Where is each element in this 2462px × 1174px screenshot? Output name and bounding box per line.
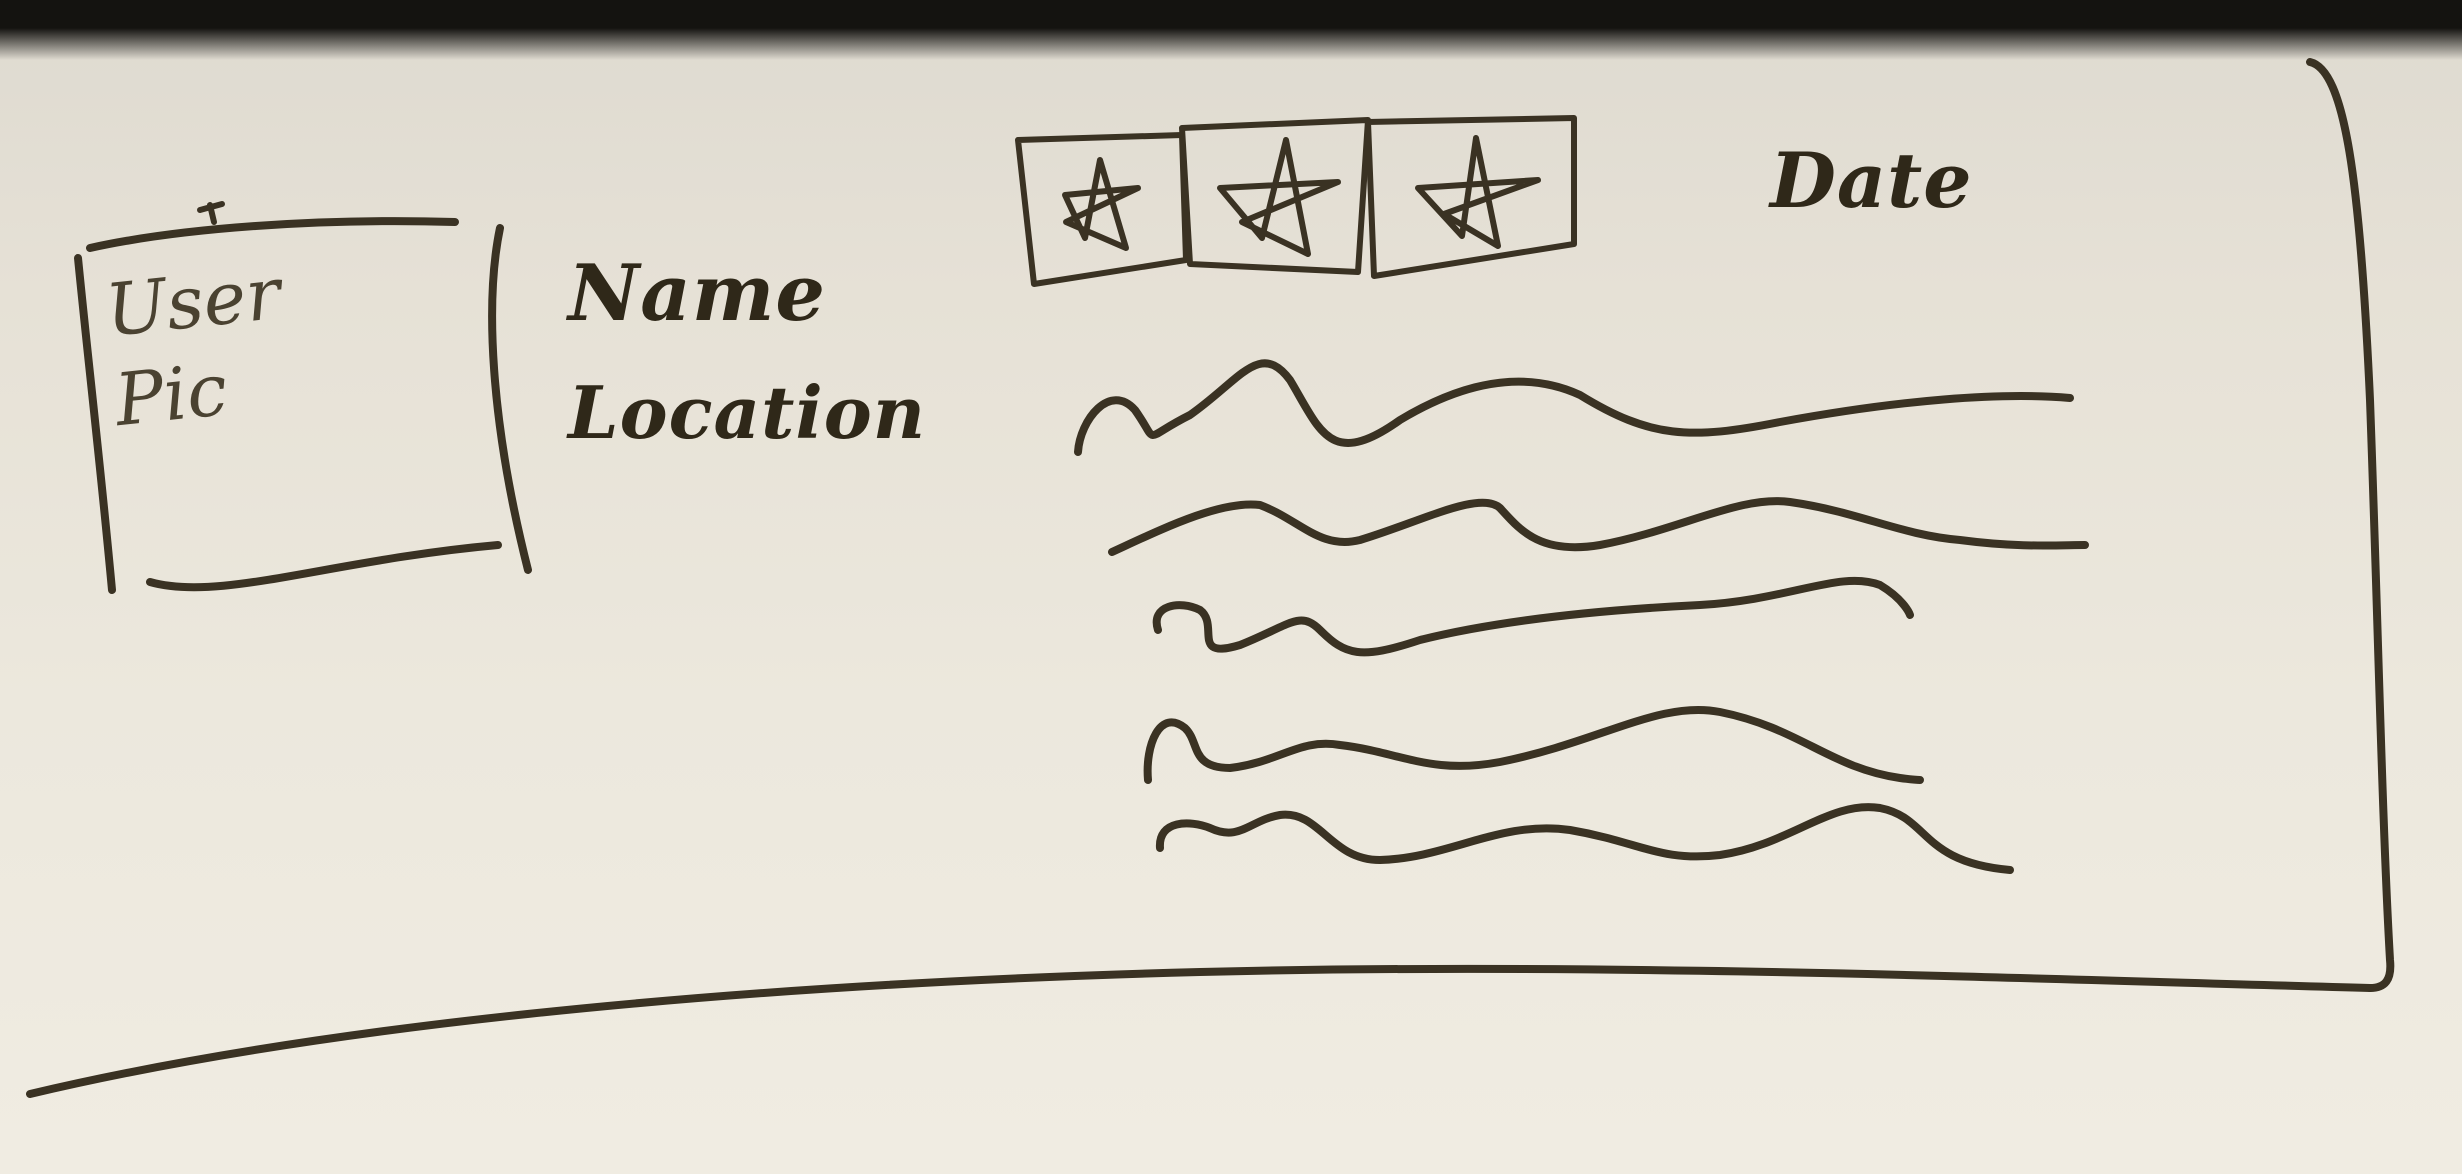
user-pic-placeholder: User Pic	[101, 235, 418, 445]
name-label: Name	[568, 248, 826, 339]
star-icon	[1018, 135, 1186, 284]
star-rating	[1018, 118, 1574, 284]
stray-mark	[200, 204, 222, 222]
star-icon	[1368, 118, 1574, 276]
text-line	[1160, 807, 2010, 870]
text-line	[1078, 363, 2070, 452]
card-right-border	[2310, 62, 2390, 988]
location-label: Location	[568, 370, 926, 455]
text-line	[1157, 581, 1910, 653]
user-pic-bottom-border	[150, 545, 498, 587]
star-icon	[1182, 120, 1368, 272]
text-line	[1112, 501, 2085, 552]
date-label: Date	[1770, 136, 1973, 225]
text-line	[1148, 710, 1920, 780]
review-text-placeholder	[1078, 363, 2085, 870]
card-bottom-border	[30, 969, 2370, 1094]
user-pic-right-border	[492, 228, 528, 570]
